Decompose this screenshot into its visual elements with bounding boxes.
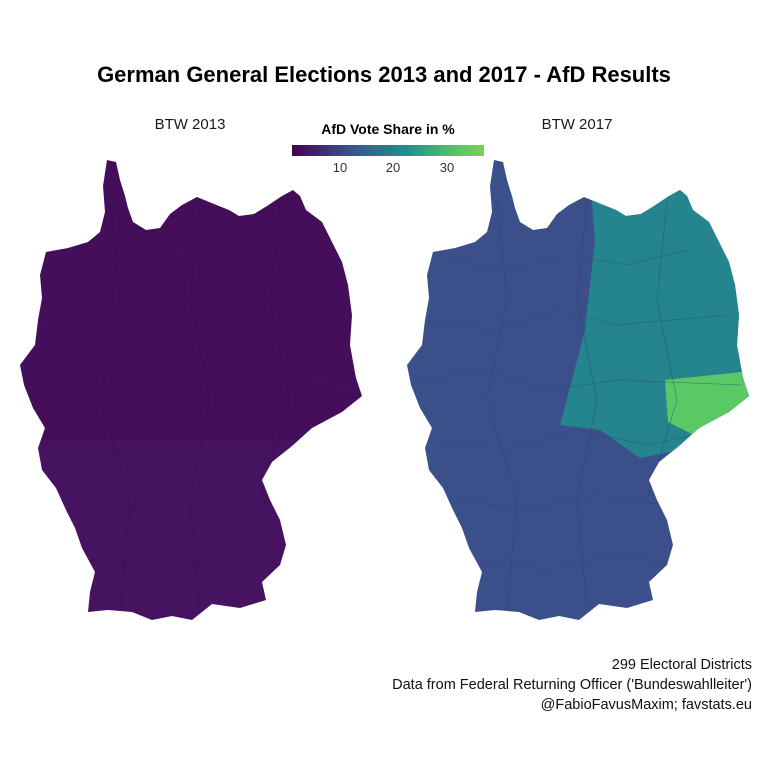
caption-districts: 299 Electoral Districts — [611, 657, 752, 673]
chart-title: German General Elections 2013 and 2017 -… — [97, 62, 671, 87]
legend-tick-20: 20 — [385, 160, 401, 175]
legend-tick-10: 10 — [332, 160, 348, 175]
map-2017 — [407, 160, 749, 620]
legend: AfD Vote Share in % 10 20 30 — [290, 121, 486, 175]
caption-source: Data from Federal Returning Officer ('Bu… — [392, 677, 752, 693]
legend-colorbar — [292, 145, 484, 156]
legend-title: AfD Vote Share in % — [321, 121, 455, 137]
map-2013 — [20, 160, 362, 620]
maps — [20, 160, 749, 620]
legend-tick-30: 30 — [439, 160, 455, 175]
panel-label-2013: BTW 2013 — [154, 116, 226, 133]
panel-label-2017: BTW 2017 — [541, 116, 613, 133]
caption-author: @FabioFavusMaxim; favstats.eu — [540, 697, 752, 713]
caption: 299 Electoral Districts Data from Federa… — [392, 655, 752, 715]
